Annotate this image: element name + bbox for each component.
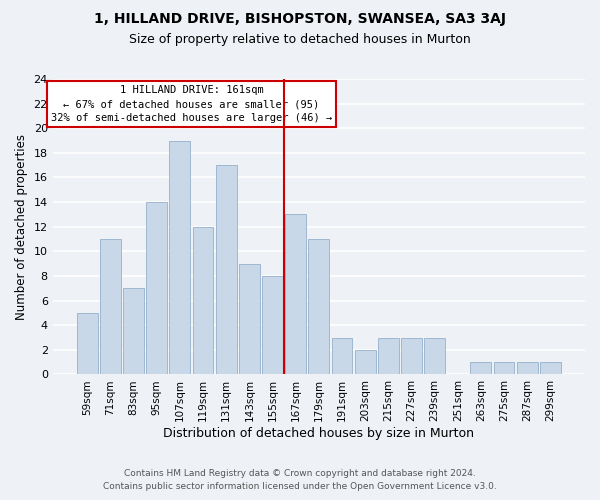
Text: Contains public sector information licensed under the Open Government Licence v3: Contains public sector information licen… — [103, 482, 497, 491]
Bar — [517, 362, 538, 374]
Bar — [401, 338, 422, 374]
Bar — [100, 239, 121, 374]
Bar — [146, 202, 167, 374]
Text: Contains HM Land Registry data © Crown copyright and database right 2024.: Contains HM Land Registry data © Crown c… — [124, 468, 476, 477]
Bar — [494, 362, 514, 374]
Text: 1, HILLAND DRIVE, BISHOPSTON, SWANSEA, SA3 3AJ: 1, HILLAND DRIVE, BISHOPSTON, SWANSEA, S… — [94, 12, 506, 26]
Bar — [239, 264, 260, 374]
Bar — [424, 338, 445, 374]
Bar — [77, 313, 98, 374]
Bar — [355, 350, 376, 374]
Bar — [169, 140, 190, 374]
Bar — [378, 338, 399, 374]
Bar — [216, 165, 236, 374]
Bar — [123, 288, 144, 374]
Bar — [332, 338, 352, 374]
Y-axis label: Number of detached properties: Number of detached properties — [15, 134, 28, 320]
Bar — [285, 214, 306, 374]
Bar — [540, 362, 561, 374]
Text: Size of property relative to detached houses in Murton: Size of property relative to detached ho… — [129, 32, 471, 46]
Bar — [262, 276, 283, 374]
Bar — [308, 239, 329, 374]
Bar — [193, 226, 214, 374]
Bar — [470, 362, 491, 374]
X-axis label: Distribution of detached houses by size in Murton: Distribution of detached houses by size … — [163, 427, 475, 440]
Text: 1 HILLAND DRIVE: 161sqm
← 67% of detached houses are smaller (95)
32% of semi-de: 1 HILLAND DRIVE: 161sqm ← 67% of detache… — [51, 85, 332, 123]
